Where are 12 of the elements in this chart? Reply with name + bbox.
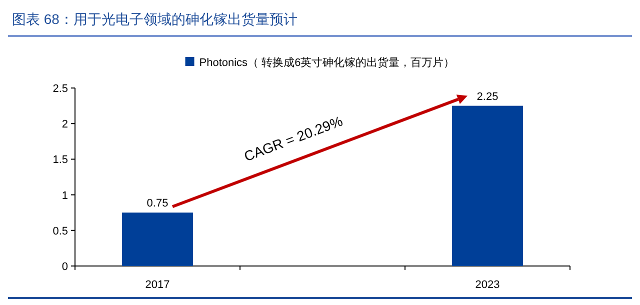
legend: Photonics（ 转换成6英寸砷化镓的出货量，百万片） bbox=[185, 57, 455, 69]
data-label: 0.75 bbox=[146, 198, 168, 210]
y-tick-label: 1 bbox=[62, 190, 68, 202]
y-tick-label: 1.5 bbox=[52, 154, 68, 166]
x-tick-label: 2017 bbox=[145, 279, 170, 291]
y-tick-label: 2 bbox=[62, 118, 68, 131]
y-tick-label: 2.5 bbox=[52, 83, 68, 95]
y-tick-label: 0.5 bbox=[52, 225, 68, 238]
chart-title: 图表 68：用于光电子领域的砷化镓出货量预计 bbox=[12, 11, 298, 27]
data-label: 2.25 bbox=[476, 90, 498, 103]
y-tick-label: 0 bbox=[62, 261, 68, 273]
x-tick-label: 2023 bbox=[475, 279, 500, 291]
